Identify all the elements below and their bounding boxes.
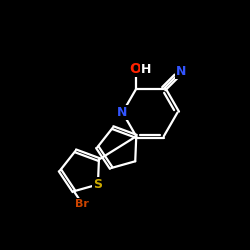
Text: H: H (140, 63, 151, 76)
Text: S: S (94, 178, 102, 191)
Text: N: N (176, 65, 186, 78)
Text: N: N (117, 106, 128, 119)
Text: O: O (129, 62, 141, 76)
Text: Br: Br (75, 199, 89, 209)
